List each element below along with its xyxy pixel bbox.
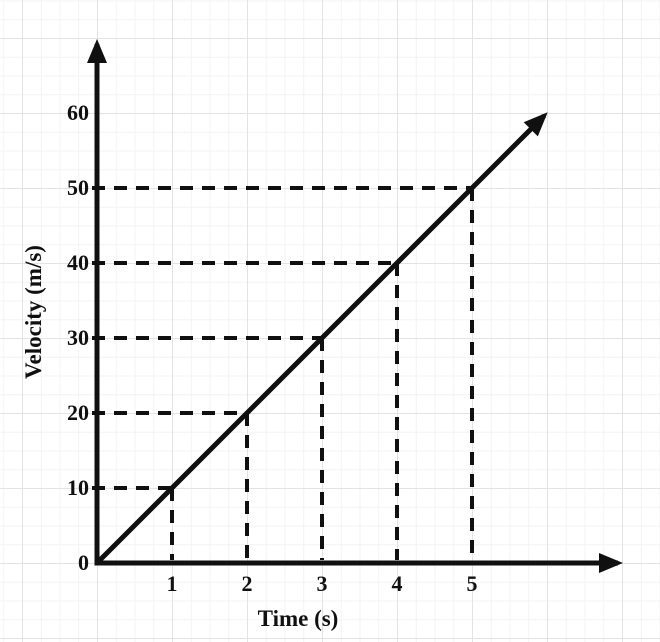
y-axis-title: Velocity (m/s) <box>21 245 46 379</box>
dashed-guide-lines <box>92 186 474 560</box>
velocity-line <box>95 112 548 565</box>
x-tick-label-1: 1 <box>167 571 178 596</box>
y-tick-label-10: 10 <box>67 475 89 500</box>
y-tick-label-50: 50 <box>67 175 89 200</box>
y-tick-label-30: 30 <box>67 325 89 350</box>
y-tick-label-40: 40 <box>67 250 89 275</box>
velocity-line-segment <box>95 112 548 565</box>
x-tick-label-5: 5 <box>467 571 478 596</box>
x-tick-label-2: 2 <box>242 571 253 596</box>
y-tick-label-0: 0 <box>78 550 89 575</box>
y-tick-label-60: 60 <box>67 100 89 125</box>
y-tick-label-20: 20 <box>67 400 89 425</box>
x-tick-label-3: 3 <box>317 571 328 596</box>
x-axis-title: Time (s) <box>258 606 339 631</box>
x-tick-label-4: 4 <box>392 571 403 596</box>
axes <box>87 39 623 573</box>
